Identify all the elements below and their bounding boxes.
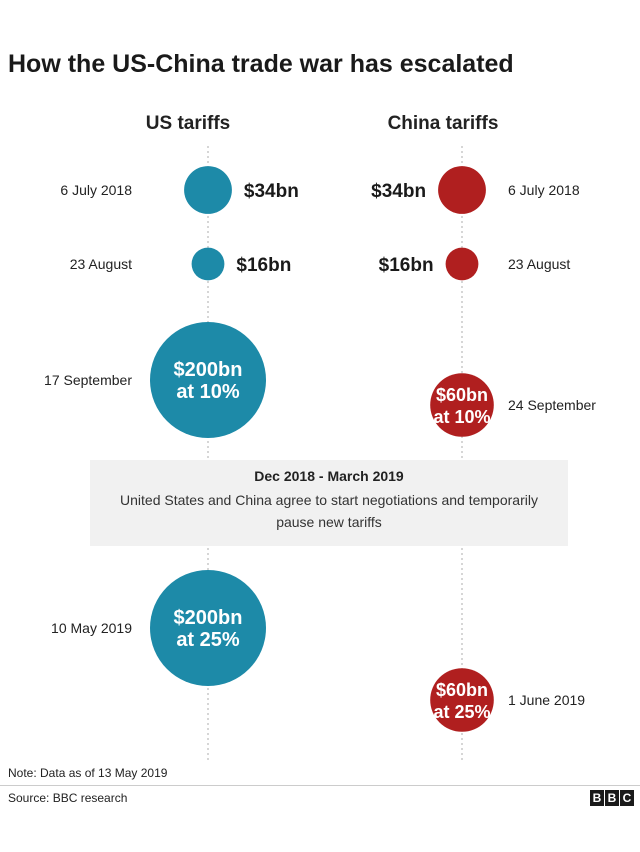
china-tariff-rate: at 25% bbox=[433, 702, 490, 722]
china-tariff-date: 1 June 2019 bbox=[508, 692, 585, 708]
china-tariff-value: $60bn bbox=[436, 680, 488, 700]
us-column-header: US tariffs bbox=[145, 113, 231, 134]
us-tariff-value: $200bn bbox=[174, 359, 243, 381]
china-tariff-value: $16bn bbox=[379, 255, 434, 276]
china-column-header: China tariffs bbox=[387, 113, 499, 134]
logo-letter: C bbox=[620, 790, 634, 806]
china-tariff-circle bbox=[438, 166, 486, 214]
pause-note-text: United States and China agree to start n… bbox=[120, 492, 538, 530]
china-tariff-circle bbox=[430, 373, 494, 437]
us-tariff-rate: at 10% bbox=[176, 381, 240, 403]
bbc-logo: B B C bbox=[590, 790, 634, 806]
logo-letter: B bbox=[590, 790, 604, 806]
data-note: Note: Data as of 13 May 2019 bbox=[8, 766, 168, 780]
logo-letter: B bbox=[605, 790, 619, 806]
china-tariff-date: 24 September bbox=[508, 397, 596, 413]
chart-title: How the US-China trade war has escalated bbox=[8, 50, 514, 78]
us-tariff-rate: at 25% bbox=[176, 629, 240, 651]
footer-divider bbox=[0, 785, 640, 786]
us-tariff-circle bbox=[150, 322, 266, 438]
china-tariff-circle bbox=[445, 247, 479, 281]
china-tariff-circle bbox=[430, 668, 494, 732]
china-tariff-date: 23 August bbox=[508, 256, 570, 272]
us-tariff-date: 10 May 2019 bbox=[51, 620, 132, 636]
china-tariff-rate: at 10% bbox=[433, 407, 490, 427]
china-tariff-value: $34bn bbox=[371, 181, 426, 202]
source-text: Source: BBC research bbox=[8, 791, 128, 805]
us-tariff-circle bbox=[184, 166, 232, 214]
us-tariff-value: $200bn bbox=[174, 607, 243, 629]
us-tariff-value: $16bn bbox=[236, 255, 291, 276]
china-tariff-value: $60bn bbox=[436, 385, 488, 405]
pause-note-box bbox=[90, 460, 568, 546]
china-tariff-date: 6 July 2018 bbox=[508, 182, 580, 198]
us-tariff-value: $34bn bbox=[244, 181, 299, 202]
us-tariff-date: 6 July 2018 bbox=[60, 182, 132, 198]
us-tariff-date: 23 August bbox=[70, 256, 132, 272]
us-tariff-circle bbox=[191, 247, 225, 281]
us-tariff-circle bbox=[150, 570, 266, 686]
pause-note-title: Dec 2018 - March 2019 bbox=[254, 468, 404, 484]
us-tariff-date: 17 September bbox=[44, 372, 132, 388]
